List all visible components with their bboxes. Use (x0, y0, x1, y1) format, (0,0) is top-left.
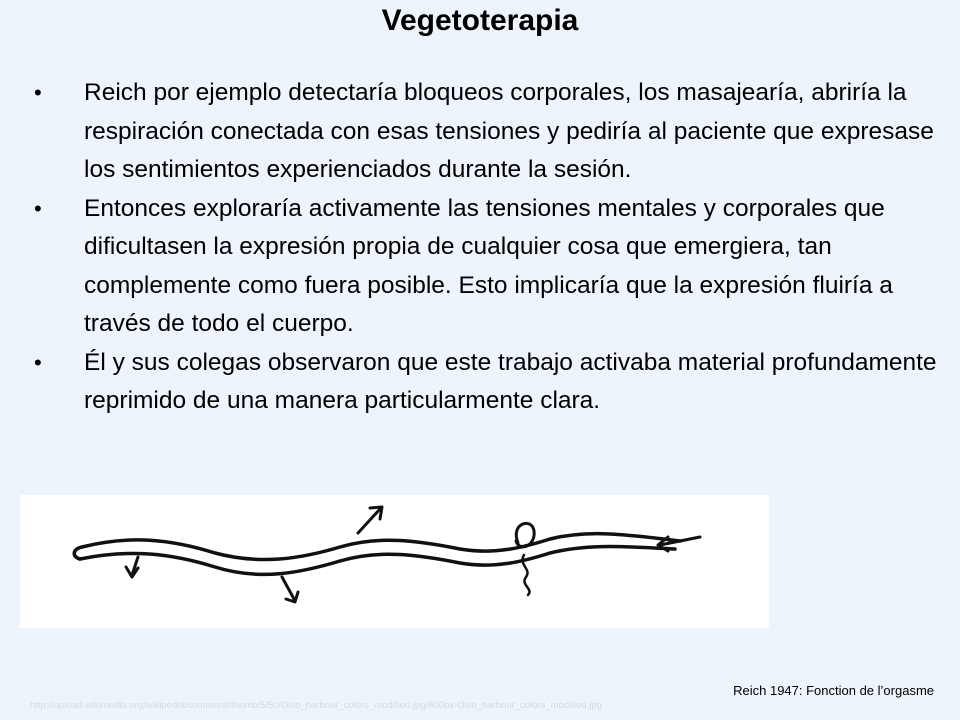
loop-mark (514, 521, 536, 549)
bullet-glyph: • (34, 195, 42, 221)
bullet-item: • Reich por ejemplo detectaría bloqueos … (34, 74, 954, 190)
arrow-left-icon (658, 535, 702, 547)
bullet-list: • Reich por ejemplo detectaría bloqueos … (34, 74, 954, 421)
arrow-up-icon (356, 507, 382, 535)
squiggle-mark (521, 553, 531, 597)
worm-body-outline-top (80, 531, 682, 562)
bullet-text: Entonces exploraría activamente las tens… (84, 194, 893, 338)
arrow-down-icon-2 (280, 575, 296, 601)
bullet-text: Él y sus colegas observaron que este tra… (84, 348, 937, 415)
bullet-glyph: • (34, 349, 42, 375)
bullet-item: • Entonces exploraría activamente las te… (34, 190, 954, 344)
worm-drawing-figure (20, 495, 769, 628)
worm-head (72, 545, 84, 561)
bullet-text: Reich por ejemplo detectaría bloqueos co… (84, 79, 934, 183)
bullet-item: • Él y sus colegas observaron que este t… (34, 344, 954, 421)
slide-title: Vegetoterapia (381, 4, 579, 37)
arrow-down-icon (130, 555, 140, 577)
worm-drawing-icon (72, 505, 702, 604)
worm-body-outline-bottom (78, 544, 677, 577)
image-source-url: http://upload.wikimedia.org/wikipedia/co… (30, 700, 602, 711)
figure-caption: Reich 1947: Fonction de l’orgasme (733, 683, 934, 698)
bullet-glyph: • (34, 80, 42, 105)
